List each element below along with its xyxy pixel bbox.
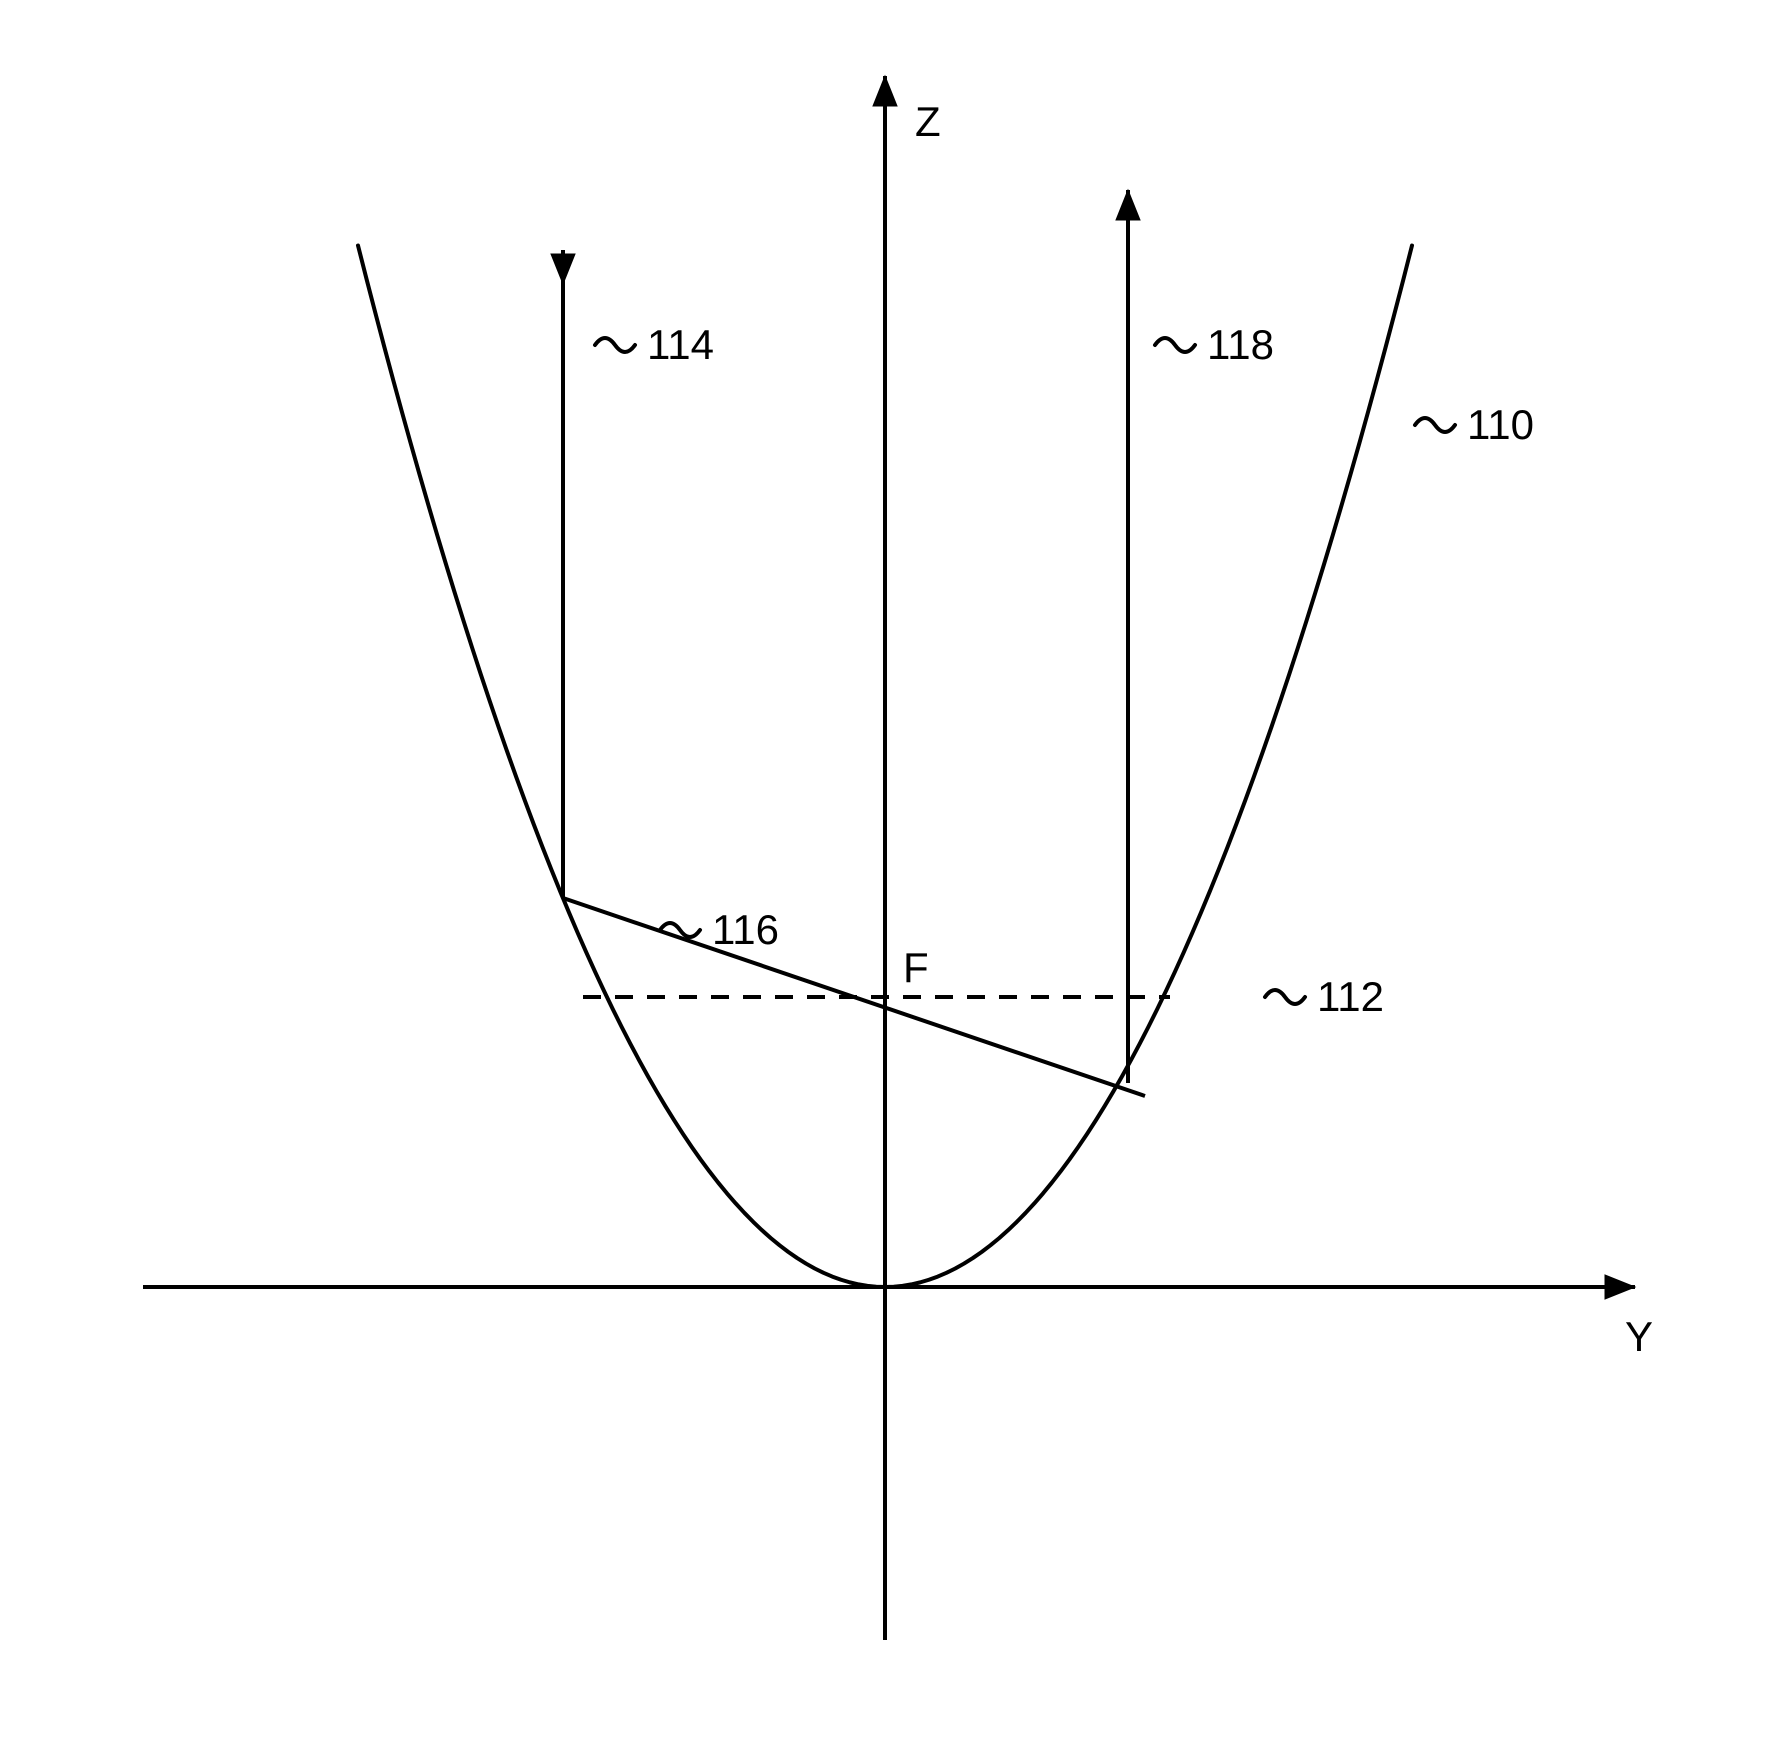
reflected-ray-label: 116: [712, 906, 779, 953]
y-axis-label: Y: [1625, 1313, 1653, 1360]
focus-label: F: [903, 944, 929, 991]
z-axis-label: Z: [915, 98, 941, 145]
diagram-container: Y Z 110 112 F 114 116 118: [0, 0, 1770, 1737]
incoming-ray-label: 114: [647, 321, 714, 368]
parabola-label: 110: [1467, 401, 1534, 448]
parabola-diagram: Y Z 110 112 F 114 116 118: [0, 0, 1770, 1737]
focal-line-label: 112: [1317, 973, 1384, 1020]
outgoing-ray-label: 118: [1207, 321, 1274, 368]
